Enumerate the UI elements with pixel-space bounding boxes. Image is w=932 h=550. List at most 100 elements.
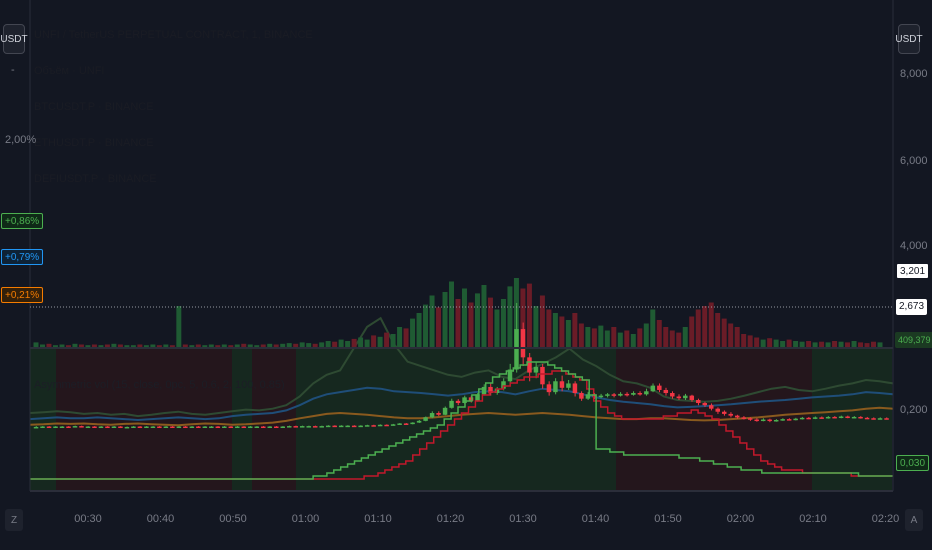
auto-scale-button[interactable]: A (905, 509, 923, 531)
candle-body (475, 394, 480, 401)
time-label: 00:40 (146, 513, 175, 525)
volume-bar (708, 302, 714, 348)
volume-bar (780, 341, 786, 348)
right-scale-tick-6: 6,000 (900, 155, 928, 167)
time-label: 01:50 (654, 513, 682, 525)
candle-body (118, 426, 123, 429)
candle-body (40, 426, 45, 429)
time-label: 01:30 (509, 513, 537, 525)
time-label: 01:40 (581, 513, 610, 525)
candle-body (585, 394, 591, 399)
candle-body (481, 386, 487, 395)
legend-volume[interactable]: Объём · UNFI (34, 65, 105, 77)
candle-body (514, 329, 519, 370)
candle-body (222, 426, 227, 429)
candle-body (280, 426, 286, 429)
candle-body (637, 393, 643, 395)
candle-body (663, 389, 669, 394)
candle-body (488, 386, 493, 394)
volume-bar (760, 339, 766, 348)
volume-bar (565, 320, 571, 348)
candle-body (559, 381, 565, 388)
candle-body (572, 383, 578, 394)
volume-bar (247, 344, 253, 348)
candle-body (306, 426, 311, 428)
candle-body (793, 418, 798, 421)
volume-bar (455, 299, 461, 348)
currency-button-right[interactable]: USDT (895, 24, 923, 54)
volume-bar (156, 345, 162, 348)
candle-body (345, 425, 350, 428)
candle-body (377, 424, 383, 427)
candle-body (416, 420, 422, 423)
candle-body (501, 381, 506, 389)
candle-body (79, 426, 84, 428)
volume-bar (403, 328, 409, 348)
volume-bar (39, 344, 45, 348)
volume-bar (877, 342, 883, 348)
volume-bar (773, 339, 779, 348)
volume-bar (786, 339, 792, 348)
volume-bar (137, 344, 143, 348)
candle-body (605, 394, 610, 396)
legend-eth[interactable]: ETHUSDT.P · BINANCE (34, 137, 154, 149)
zoom-reset-button[interactable]: Z (5, 509, 23, 531)
volume-bar (423, 304, 429, 348)
volume-bar (416, 313, 422, 348)
volume-bar (559, 316, 565, 348)
volume-bar (143, 345, 149, 348)
candle-body (371, 425, 376, 427)
candle-body (390, 424, 396, 426)
candle-body (358, 425, 363, 428)
volume-bar (734, 327, 740, 348)
volume-bar (539, 295, 545, 348)
indicator-zone-bull (232, 349, 252, 490)
auto-scale-label: A (910, 514, 918, 526)
candle-body (507, 369, 513, 382)
volume-bar (481, 285, 487, 348)
candle-body (832, 416, 837, 419)
candle-body (338, 425, 344, 428)
volume-bar (793, 341, 799, 348)
volume-bar (377, 336, 383, 348)
time-label: 01:10 (364, 513, 392, 525)
candle-body (124, 426, 130, 429)
volume-bar (202, 345, 208, 348)
candle-body (845, 416, 850, 419)
candle-body (650, 385, 656, 392)
candle-body (287, 426, 292, 428)
candle-body (468, 397, 474, 401)
volume-bar (312, 343, 318, 348)
symbol-title[interactable]: UNFI / TetherUS PERPETUAL CONTRACT, 1, B… (34, 29, 313, 41)
candle-body (423, 417, 428, 421)
candle-body (261, 426, 266, 429)
candle-body (131, 426, 136, 429)
indicator-legend[interactable]: Asymmetric vol (15, close, 0pc, 5, 0.6, … (34, 379, 285, 391)
legend-defi[interactable]: DEFIUSDT.P · BINANCE (34, 173, 157, 185)
volume-bar (669, 330, 675, 348)
volume-bar (371, 335, 377, 348)
volume-bar (864, 343, 870, 348)
volume-bar (449, 281, 455, 348)
volume-bar (689, 316, 695, 348)
btc-compare-line (29, 316, 894, 418)
currency-button-left[interactable]: USDT (0, 24, 28, 54)
candle-body (137, 426, 143, 429)
candle-body (689, 395, 695, 400)
volume-bar (552, 313, 558, 348)
volume-bar (533, 306, 539, 348)
volume-bar (812, 342, 818, 348)
left-tag-defi: +0,21% (1, 287, 44, 303)
candle-body (105, 426, 110, 429)
candle-body (85, 426, 91, 429)
candle-body (235, 426, 240, 429)
zoom-reset-label: Z (10, 514, 18, 526)
volume-bar (676, 332, 682, 348)
right-tag-volume: 409,379 K (895, 332, 932, 348)
volume-bar (650, 309, 656, 348)
candle-body (397, 423, 402, 425)
legend-btc[interactable]: BTCUSDT.P · BINANCE (34, 101, 154, 113)
candle-body (884, 418, 889, 420)
candle-body (384, 424, 389, 427)
